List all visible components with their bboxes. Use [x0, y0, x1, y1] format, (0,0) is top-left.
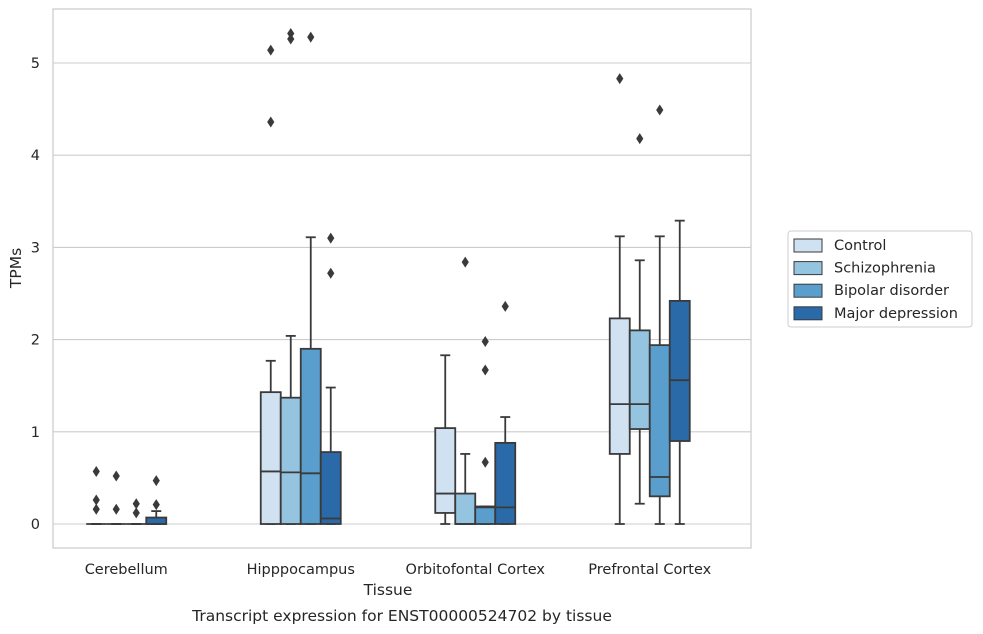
box-iqr	[434, 427, 457, 514]
outlier-point	[267, 44, 275, 56]
outlier-point	[92, 494, 100, 506]
outlier-point	[307, 31, 315, 43]
figure-caption: Transcript expression for ENST0000052470…	[191, 607, 612, 625]
box-group	[494, 300, 517, 525]
box-iqr	[299, 347, 322, 525]
box-group	[474, 335, 497, 525]
x-tick-label: Cerebellum	[85, 562, 168, 578]
box-group	[126, 498, 147, 525]
box-iqr	[474, 505, 497, 525]
outlier-point	[287, 27, 295, 39]
legend-frame	[787, 230, 973, 328]
outlier-point	[481, 456, 489, 468]
plot-frame	[52, 8, 752, 549]
y-tick-label: 3	[31, 240, 40, 256]
outlier-point	[132, 498, 140, 510]
outlier-point	[112, 470, 120, 482]
x-tick-label: Orbitofontal Cortex	[406, 562, 546, 578]
box-group	[86, 465, 107, 525]
y-tick-label: 4	[31, 148, 40, 164]
box-group	[299, 31, 322, 525]
box-iqr	[319, 451, 342, 525]
x-tick-label: Prefrontal Cortex	[588, 562, 711, 578]
box-iqr	[259, 391, 282, 525]
box-group	[259, 44, 282, 525]
box-iqr	[494, 441, 517, 525]
box-group	[106, 470, 127, 525]
outlier-point	[636, 133, 644, 145]
box-iqr	[668, 299, 691, 442]
legend-swatch	[793, 306, 823, 321]
outlier-point	[152, 499, 160, 511]
outlier-point	[481, 335, 489, 347]
outlier-point	[267, 116, 275, 128]
y-axis-title: TPMs	[7, 248, 25, 289]
outlier-point	[616, 73, 624, 85]
box-group	[145, 475, 168, 525]
outlier-point	[481, 364, 489, 376]
outlier-point	[112, 503, 120, 515]
legend-swatch	[793, 283, 823, 298]
y-tick-labels: 0 1 2 3 4 5	[31, 56, 40, 533]
boxes-layer	[86, 27, 691, 525]
legend-label: Control	[834, 238, 886, 254]
legend: Control Schizophrenia Bipolar disorder Majo…	[787, 230, 973, 328]
box-iqr	[279, 396, 302, 525]
y-tick-label: 5	[31, 56, 40, 72]
y-tick-label: 0	[31, 517, 40, 533]
box-iqr	[648, 344, 671, 498]
legend-label: Major depression	[834, 306, 958, 322]
box-group	[628, 133, 651, 505]
outlier-point	[327, 232, 335, 244]
legend-swatch	[793, 261, 823, 276]
outlier-point	[461, 256, 469, 268]
gridlines	[53, 62, 751, 525]
x-tick-labels: Cerebellum Hipppocampus Orbitofontal Corte…	[85, 562, 712, 578]
legend-label: Bipolar disorder	[834, 283, 949, 299]
outlier-point	[656, 104, 664, 116]
outlier-point	[92, 503, 100, 515]
outlier-point	[501, 300, 509, 312]
outlier-point	[92, 465, 100, 477]
x-axis-title: Tissue	[363, 581, 413, 599]
box-group	[279, 27, 302, 525]
legend-swatch	[793, 238, 823, 253]
box-group	[668, 219, 691, 525]
box-group	[648, 104, 671, 525]
box-group	[608, 73, 631, 525]
box-iqr	[145, 516, 168, 525]
y-tick-label: 1	[31, 425, 40, 441]
y-tick-label: 2	[31, 333, 40, 349]
box-group	[434, 354, 457, 525]
box-iqr	[608, 317, 631, 455]
outlier-point	[327, 267, 335, 279]
box-iqr	[628, 329, 651, 430]
box-group	[454, 256, 477, 525]
box-group	[319, 232, 342, 525]
outlier-point	[287, 33, 295, 45]
outlier-point	[152, 475, 160, 487]
legend-label: Schizophrenia	[834, 261, 936, 277]
outlier-point	[132, 507, 140, 519]
x-tick-label: Hipppocampus	[247, 562, 355, 578]
box-iqr	[454, 492, 477, 525]
